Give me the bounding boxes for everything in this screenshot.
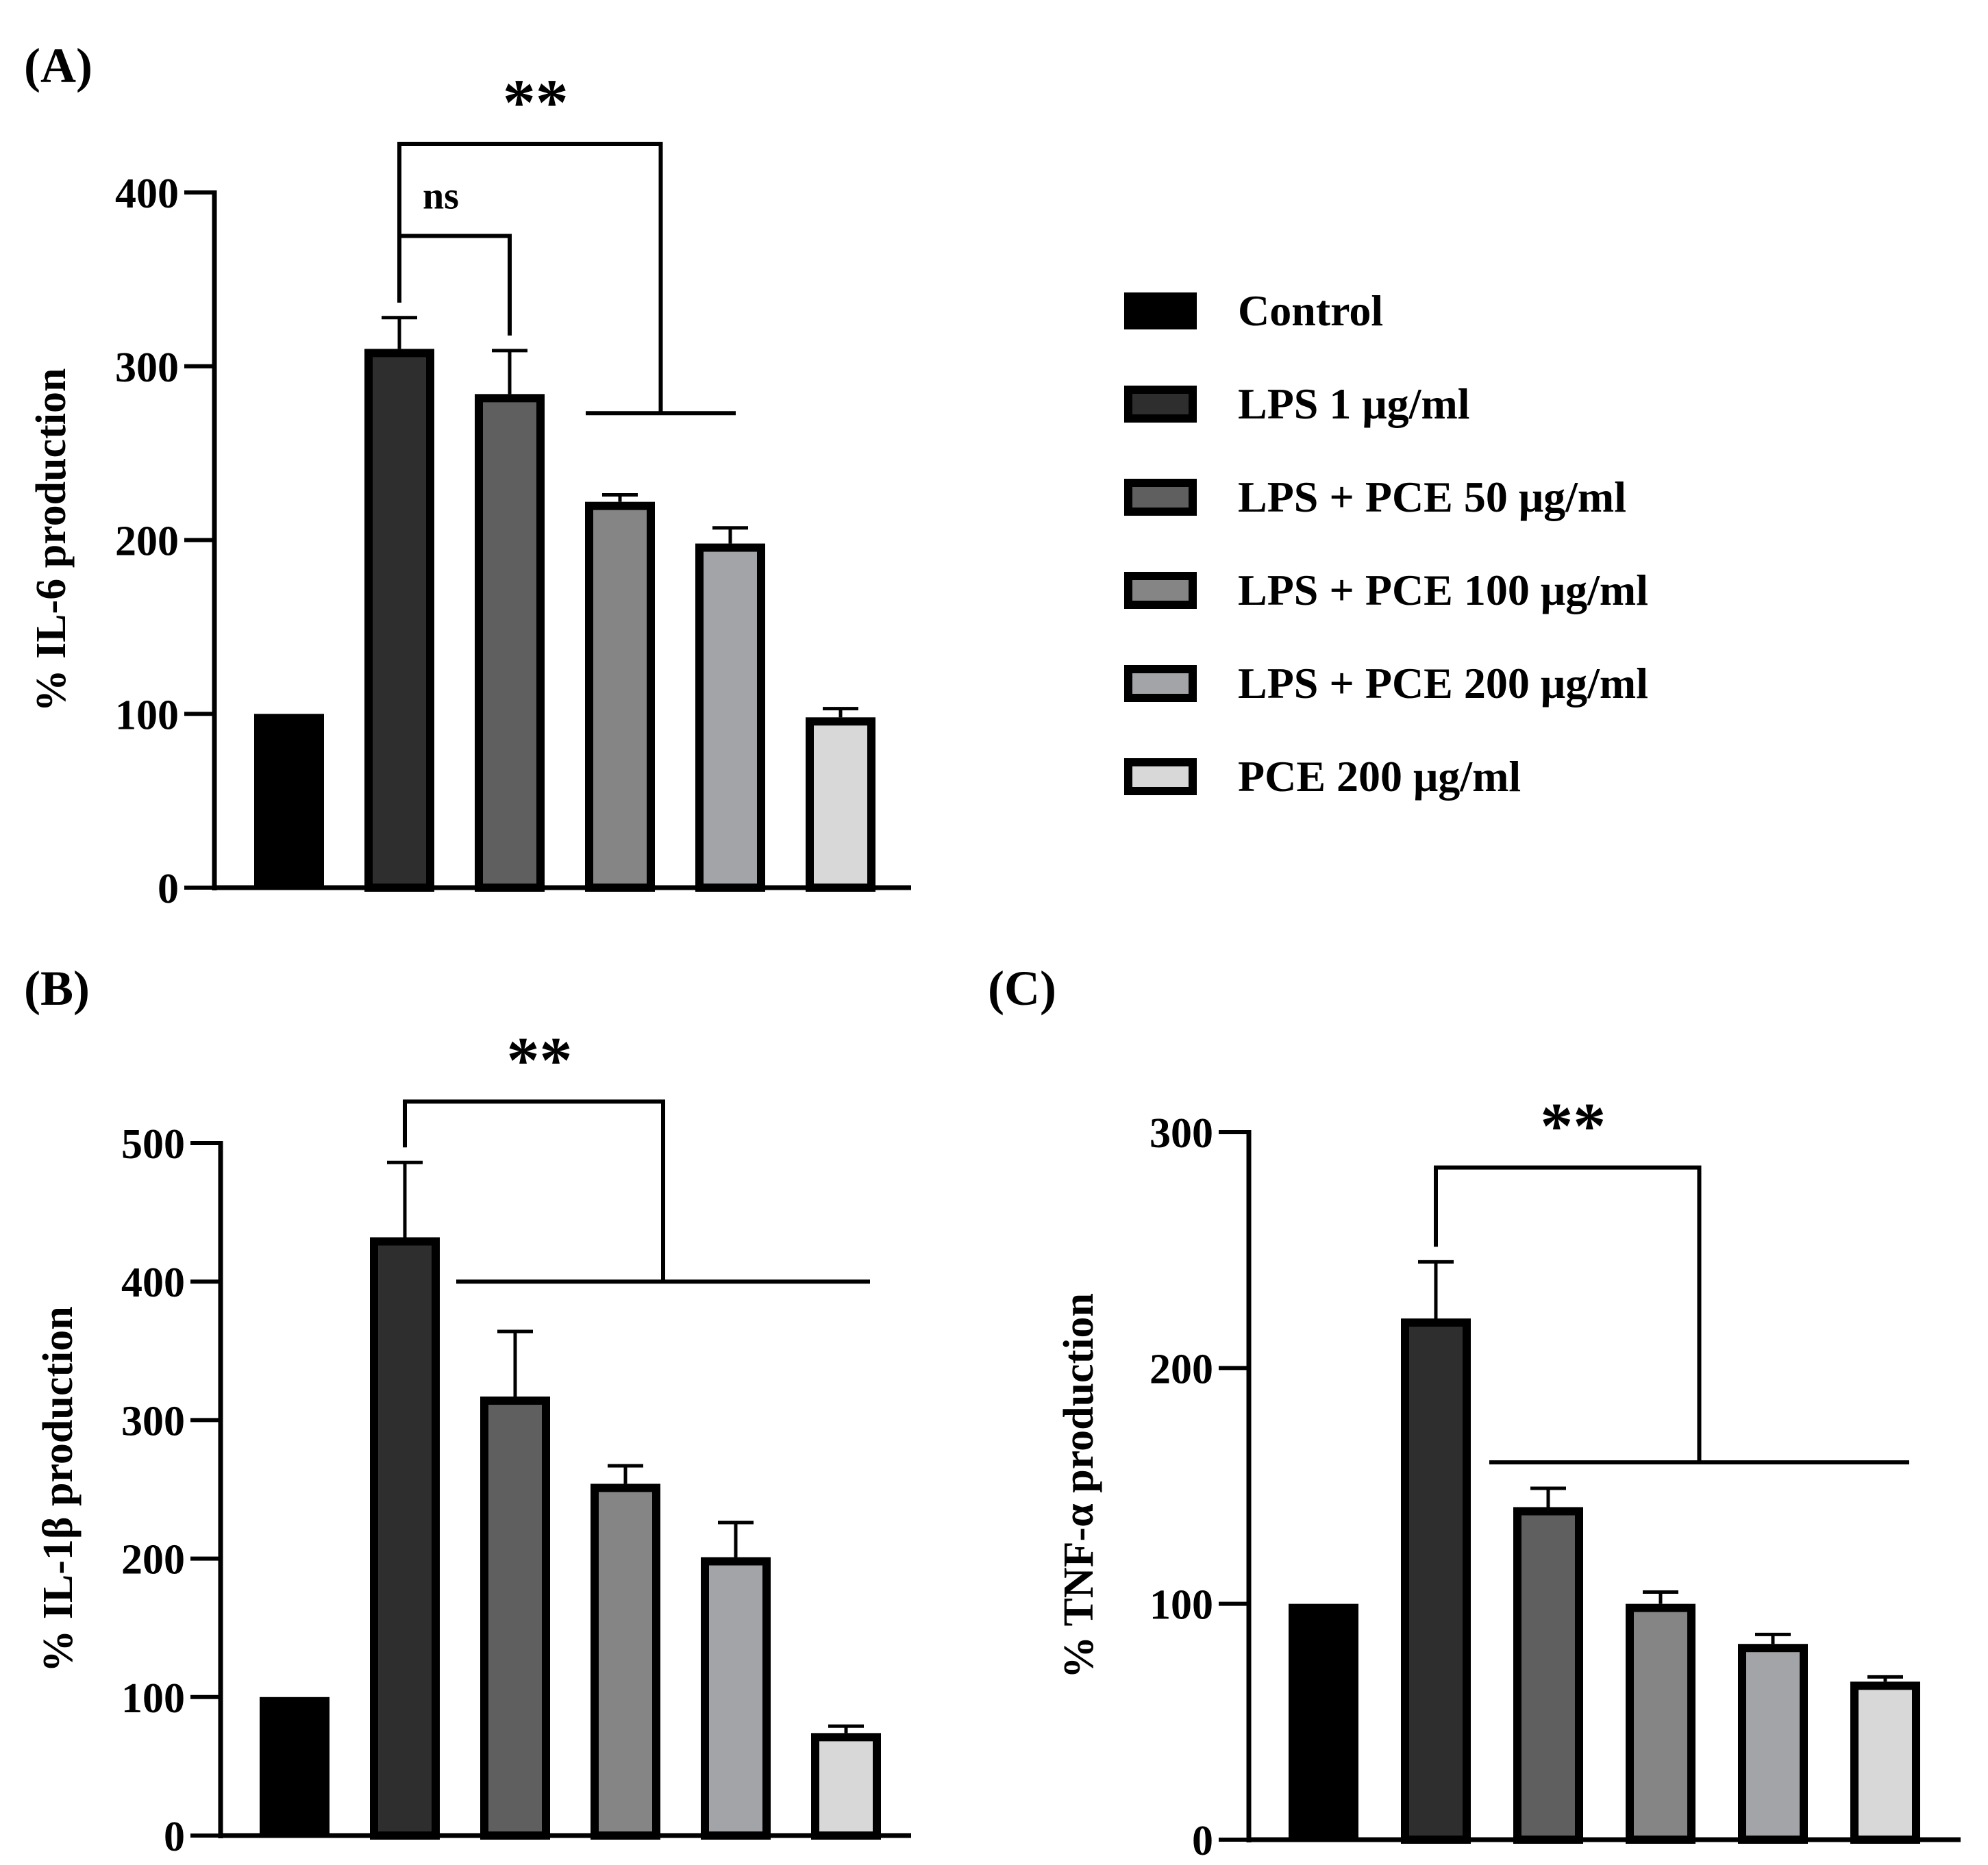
panel-label: (B) [24,961,90,1016]
significance-label: ** [503,66,569,139]
bar [701,1557,771,1840]
bar [1850,1681,1920,1844]
legend-label: LPS + PCE 100 μg/ml [1238,566,1648,614]
y-tick-label: 300 [1150,1110,1213,1157]
y-tick-label: 200 [115,518,179,565]
bar [480,1397,550,1840]
bar [254,714,324,888]
bar [370,1237,440,1840]
panel-label: (A) [24,38,92,93]
bar [475,394,545,892]
y-tick-label: 100 [121,1675,185,1722]
bar [1738,1644,1808,1844]
y-axis-label: % TNF-α production [1056,1293,1102,1679]
y-tick-label: 0 [164,1814,185,1860]
significance-bracket [397,234,512,336]
chart-panel-2: (B) % IL-1β production 0 100 200 300 400 500 ** [24,961,911,1860]
y-axis-label: % IL-1β production [35,1306,82,1673]
y-tick-label: 100 [115,692,179,738]
legend-swatch [1124,665,1197,702]
y-tick-label: 0 [1192,1818,1213,1864]
bar [591,1484,660,1840]
bar [364,349,434,892]
significance-bracket [403,1099,665,1282]
bar [1513,1507,1583,1844]
y-tick-label: 200 [1150,1346,1213,1392]
significance-bracket [397,141,663,414]
legend-swatch [1124,292,1197,329]
legend-label: Control [1238,286,1383,335]
chart-panel-3: (C) % TNF-α production 0 100 200 300 ** [988,961,1961,1864]
legend-label: LPS + PCE 50 μg/ml [1238,473,1626,521]
significance-label: ** [507,1023,573,1097]
y-tick-label: 400 [115,171,179,217]
legend-label: PCE 200 μg/ml [1238,752,1521,801]
bar [1289,1603,1358,1840]
legend-label: LPS 1 μg/ml [1238,379,1470,428]
panel-label: (C) [988,961,1056,1016]
chart-panel-1: (A) % IL-6 production 0 100 200 300 400 ns ** [24,38,911,912]
legend-swatch [1124,479,1197,516]
y-axis-label: % IL-6 production [28,368,75,712]
bar [806,717,875,892]
bar [260,1697,330,1836]
bar [585,501,655,892]
bar [1401,1318,1471,1844]
legend-label: LPS + PCE 200 μg/ml [1238,659,1648,708]
significance-label: ns [423,175,459,217]
y-tick-label: 0 [158,866,179,912]
legend: Control LPS 1 μg/ml LPS + PCE 50 μg/ml LPS … [1124,286,1648,801]
y-tick-label: 500 [121,1121,185,1168]
bar [811,1733,881,1840]
legend-swatch [1124,386,1197,423]
y-tick-label: 400 [121,1260,185,1306]
significance-bracket [1434,1165,1702,1463]
bar [695,543,765,892]
legend-swatch [1124,572,1197,609]
legend-swatch [1124,758,1197,795]
y-tick-label: 100 [1150,1582,1213,1629]
y-tick-label: 200 [121,1537,185,1584]
bar [1626,1603,1695,1844]
significance-label: ** [1540,1090,1606,1163]
y-tick-label: 300 [115,345,179,391]
y-tick-label: 300 [121,1398,185,1444]
